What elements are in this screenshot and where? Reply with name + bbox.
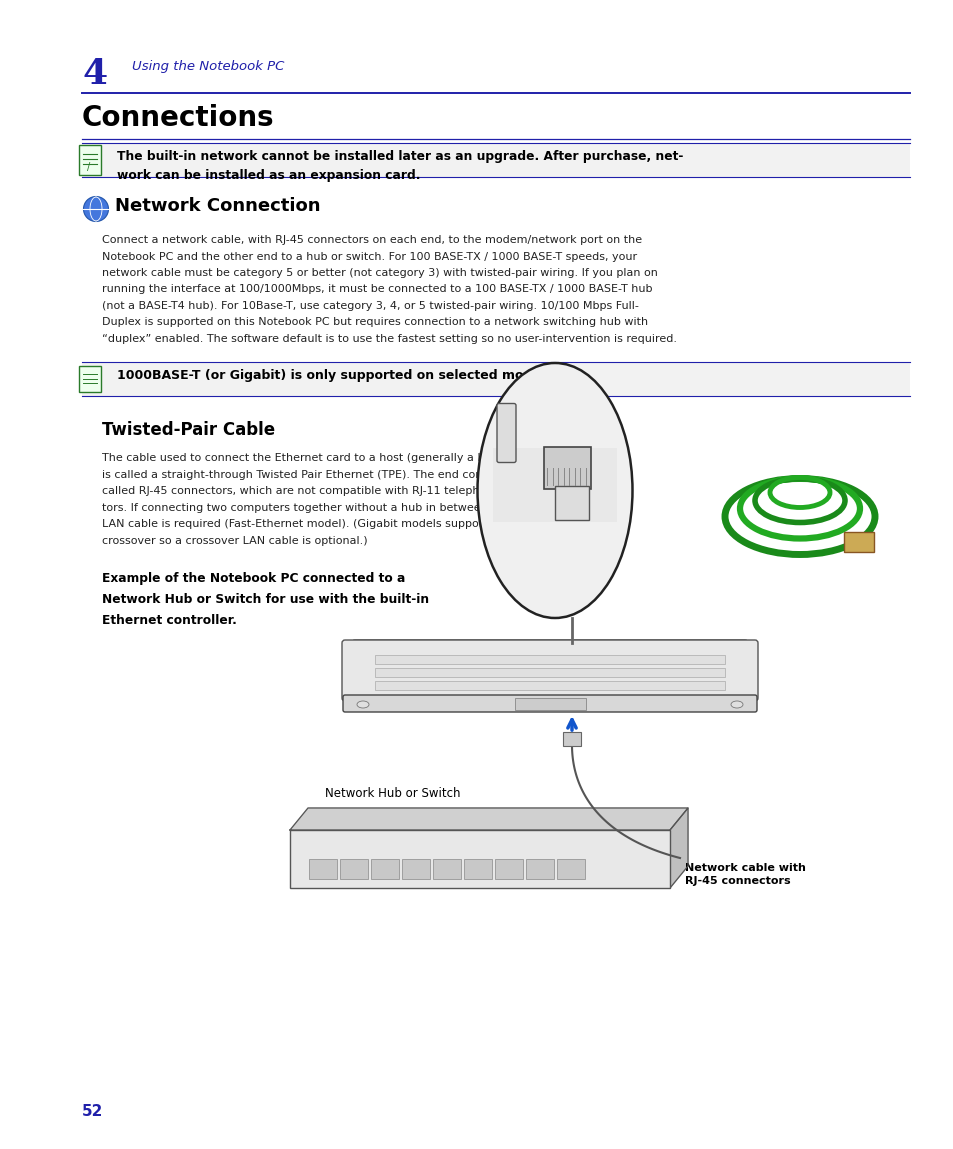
FancyBboxPatch shape [463,859,492,879]
Ellipse shape [730,701,742,708]
Text: /: / [87,162,91,172]
Text: Using the Notebook PC: Using the Notebook PC [132,60,284,74]
FancyBboxPatch shape [79,367,101,393]
Text: Ethernet controller.: Ethernet controller. [102,615,236,627]
FancyBboxPatch shape [375,668,724,677]
FancyBboxPatch shape [309,859,336,879]
Text: ⊕: ⊕ [580,416,588,425]
Polygon shape [669,808,687,888]
Text: Example of the Notebook PC connected to a: Example of the Notebook PC connected to … [102,572,405,586]
Text: Duplex is supported on this Notebook PC but requires connection to a network swi: Duplex is supported on this Notebook PC … [102,317,647,327]
FancyBboxPatch shape [543,447,590,489]
Text: Notebook PC and the other end to a hub or switch. For 100 BASE-TX / 1000 BASE-T : Notebook PC and the other end to a hub o… [102,252,637,262]
FancyBboxPatch shape [371,859,398,879]
Text: Network Connection: Network Connection [115,196,320,215]
FancyBboxPatch shape [82,142,909,177]
Text: LAN cable is required (Fast-Ethernet model). (Gigabit models support auto-: LAN cable is required (Fast-Ethernet mod… [102,519,520,530]
FancyBboxPatch shape [557,859,584,879]
Text: The cable used to connect the Ethernet card to a host (generally a Hub or Switch: The cable used to connect the Ethernet c… [102,454,559,463]
FancyBboxPatch shape [562,732,580,746]
Text: Twisted-Pair Cable: Twisted-Pair Cable [102,422,274,440]
Text: Connections: Connections [82,105,274,132]
FancyBboxPatch shape [290,830,669,888]
FancyBboxPatch shape [555,486,588,520]
Ellipse shape [477,363,632,618]
FancyBboxPatch shape [525,859,554,879]
FancyBboxPatch shape [514,699,585,710]
FancyBboxPatch shape [352,640,747,676]
FancyBboxPatch shape [375,681,724,691]
Text: 52: 52 [82,1104,103,1119]
Text: work can be installed as an expansion card.: work can be installed as an expansion ca… [117,169,420,182]
Text: is called a straight-through Twisted Pair Ethernet (TPE). The end connectors are: is called a straight-through Twisted Pai… [102,470,545,480]
Text: Network Hub or Switch for use with the built-in: Network Hub or Switch for use with the b… [102,594,429,607]
FancyBboxPatch shape [375,655,724,664]
Text: (not a BASE-T4 hub). For 10Base-T, use category 3, 4, or 5 twisted-pair wiring. : (not a BASE-T4 hub). For 10Base-T, use c… [102,301,639,311]
Text: called RJ-45 connectors, which are not compatible with RJ-11 telephone connec-: called RJ-45 connectors, which are not c… [102,486,547,496]
Text: ▐▌▐▌: ▐▌▐▌ [643,855,664,863]
Ellipse shape [84,196,109,222]
Ellipse shape [356,701,369,708]
FancyBboxPatch shape [82,362,909,396]
FancyBboxPatch shape [79,145,101,175]
Text: crossover so a crossover LAN cable is optional.): crossover so a crossover LAN cable is op… [102,535,367,546]
FancyBboxPatch shape [341,640,758,701]
Text: 1000BASE-T (or Gigabit) is only supported on selected models.: 1000BASE-T (or Gigabit) is only supporte… [117,369,557,381]
FancyBboxPatch shape [495,859,522,879]
Text: Network cable with
RJ-45 connectors: Network cable with RJ-45 connectors [684,863,805,886]
FancyBboxPatch shape [343,695,757,712]
Text: Network Hub or Switch: Network Hub or Switch [325,787,460,800]
FancyBboxPatch shape [339,859,368,879]
Text: tors. If connecting two computers together without a hub in between, a crossover: tors. If connecting two computers togeth… [102,503,558,512]
FancyBboxPatch shape [433,859,460,879]
Text: running the interface at 100/1000Mbps, it must be connected to a 100 BASE-TX / 1: running the interface at 100/1000Mbps, i… [102,285,652,294]
Polygon shape [290,808,687,830]
Text: The built-in network cannot be installed later as an upgrade. After purchase, ne: The built-in network cannot be installed… [117,151,682,163]
FancyBboxPatch shape [497,403,516,463]
FancyBboxPatch shape [843,532,873,553]
Text: Connect a network cable, with RJ-45 connectors on each end, to the modem/network: Connect a network cable, with RJ-45 conn… [102,236,641,245]
Text: “duplex” enabled. The software default is to use the fastest setting so no user-: “duplex” enabled. The software default i… [102,334,677,344]
FancyBboxPatch shape [493,448,617,523]
FancyBboxPatch shape [401,859,430,879]
Text: 2.0: 2.0 [515,435,526,445]
Text: network cable must be category 5 or better (not category 3) with twisted-pair wi: network cable must be category 5 or bett… [102,268,658,278]
Text: 4: 4 [82,57,107,91]
